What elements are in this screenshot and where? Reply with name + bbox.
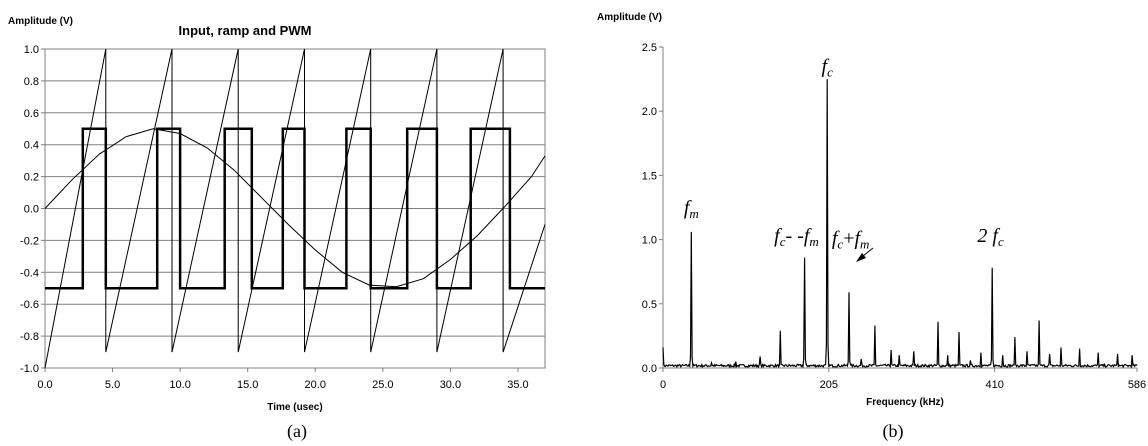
chart-a-y-tick-label: 1.0 xyxy=(24,44,39,56)
chart-a-title: Input, ramp and PWM xyxy=(179,23,312,38)
chart-a-caption: (a) xyxy=(287,421,307,442)
chart-b-x-tick-label: 586 xyxy=(1128,379,1146,391)
chart-a-x-tick-label: 25.0 xyxy=(372,379,393,391)
chart-a-x-tick-label: 30.0 xyxy=(440,379,461,391)
chart-a-x-tick-label: 10.0 xyxy=(169,379,190,391)
chart-b-y-tick-label: 0.0 xyxy=(642,363,657,375)
chart-a: Amplitude (V) Input, ramp and PWM 1.0 0.8… xyxy=(8,16,546,442)
chart-a-x-tick-label: 0.0 xyxy=(37,379,52,391)
chart-b-annotation: fc- -fm xyxy=(774,225,819,249)
chart-a-x-tick-label: 35.0 xyxy=(507,379,528,391)
chart-a-x-tick-label: 5.0 xyxy=(105,379,120,391)
chart-b-y-tick-label: 2.5 xyxy=(642,42,657,54)
chart-b-x-tick-label: 0 xyxy=(660,379,666,391)
chart-a-y-tick-label: 0.6 xyxy=(24,108,39,120)
chart-a-y-tick-label: -0.6 xyxy=(20,299,39,311)
chart-b-x-axis: 0 205 410 586 xyxy=(660,368,1146,391)
chart-a-series-3-line xyxy=(45,127,545,290)
chart-a-y-axis: 1.0 0.8 0.6 0.4 0.2 0.0 -0.2 -0.4 -0.6 -0.8 -1.0 xyxy=(20,44,45,375)
chart-b-annotation: 2 fc xyxy=(977,225,1004,249)
chart-a-y-tick-label: -1.0 xyxy=(20,363,39,375)
chart-a-ylabel: Amplitude (V) xyxy=(8,16,73,27)
chart-b: Amplitude (V) 2.5 2.0 1.5 1.0 0.5 0.0 0 205 410… xyxy=(597,12,1146,442)
chart-a-series xyxy=(44,48,546,369)
chart-a-grid xyxy=(45,80,545,337)
chart-a-y-tick-label: 0.2 xyxy=(24,172,39,184)
chart-b-ylabel: Amplitude (V) xyxy=(597,12,662,23)
chart-b-annotations: fm fc fc- -fm fc+fm 2 fc xyxy=(684,56,1004,252)
chart-a-xlabel: Time (usec) xyxy=(267,402,322,413)
chart-a-y-tick-label: -0.8 xyxy=(20,331,39,343)
chart-a-x-tick-label: 20.0 xyxy=(305,379,326,391)
chart-b-y-tick-label: 2.0 xyxy=(642,106,657,118)
chart-b-y-axis: 2.5 2.0 1.5 1.0 0.5 0.0 xyxy=(642,42,663,375)
chart-b-y-tick-label: 0.5 xyxy=(642,299,657,311)
chart-b-xlabel: Frequency (kHz) xyxy=(866,397,944,408)
chart-b-arrow-head xyxy=(856,253,866,262)
chart-b-series xyxy=(662,79,1138,369)
chart-a-y-tick-label: 0.4 xyxy=(24,140,39,152)
chart-a-x-axis: 0.0 5.0 10.0 15.0 20.0 25.0 30.0 35.0 xyxy=(37,368,529,391)
chart-b-annotation: fc xyxy=(822,56,834,80)
chart-a-x-tick-label: 15.0 xyxy=(237,379,258,391)
chart-a-y-tick-label: 0.0 xyxy=(24,204,39,216)
chart-a-y-tick-label: -0.4 xyxy=(20,267,39,279)
chart-b-x-tick-label: 410 xyxy=(985,379,1003,391)
chart-a-y-tick-label: 0.8 xyxy=(24,76,39,88)
chart-b-y-tick-label: 1.5 xyxy=(642,170,657,182)
chart-b-spectrum-line xyxy=(662,79,1138,369)
chart-b-annotation: fm xyxy=(684,197,699,221)
chart-a-series-1-line xyxy=(44,128,546,288)
chart-b-x-tick-label: 205 xyxy=(820,379,838,391)
chart-b-y-tick-label: 1.0 xyxy=(642,235,657,247)
chart-b-caption: (b) xyxy=(883,421,904,442)
chart-a-y-tick-label: -0.2 xyxy=(20,235,39,247)
chart-b-annotation: fc+fm xyxy=(832,228,870,252)
